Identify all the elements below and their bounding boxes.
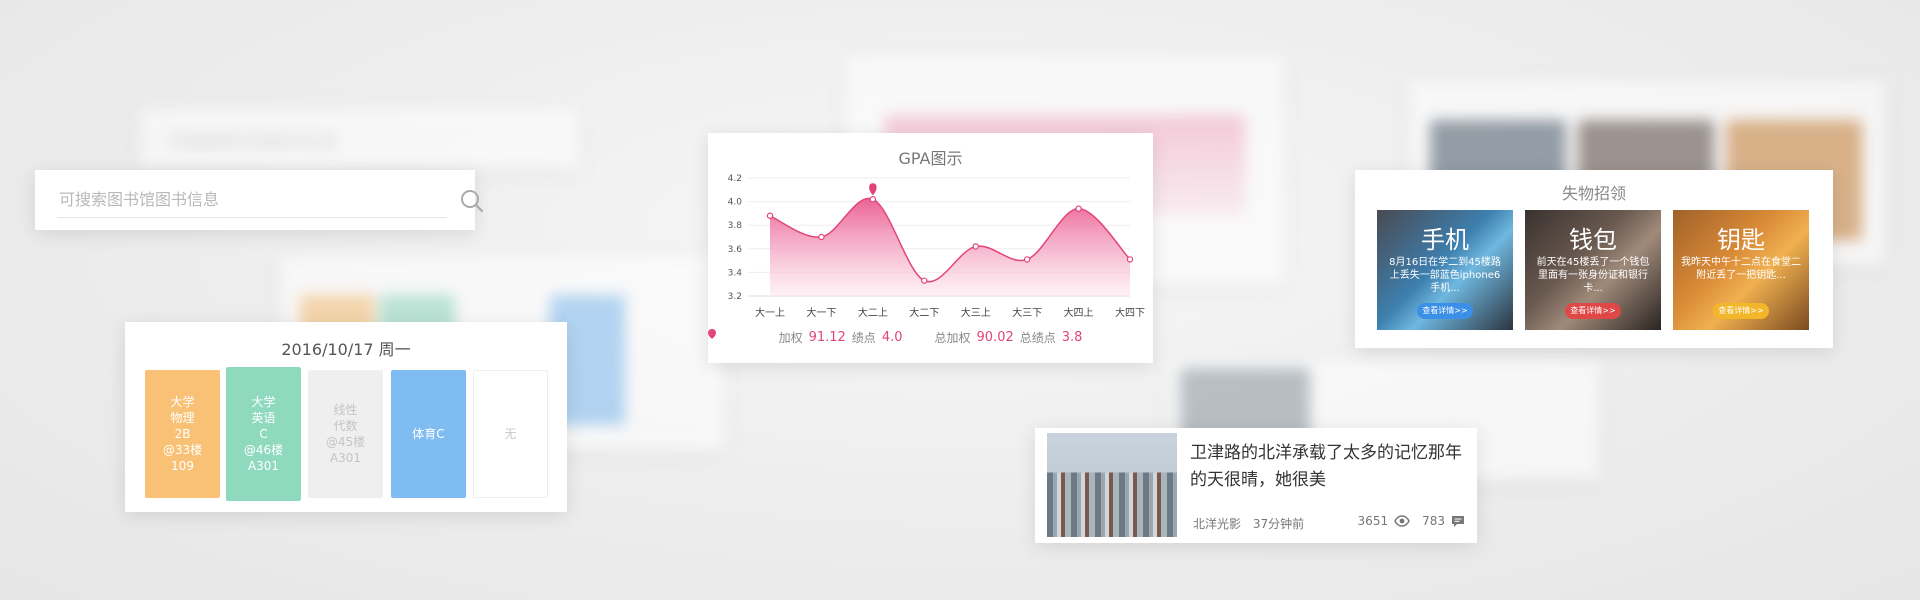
legend-value: 3.8 [1061, 330, 1083, 345]
data-point [1126, 256, 1134, 263]
news-card[interactable]: 卫津路的北洋承载了太多的记忆那年的天很晴，她很美 北洋光影 37分钟前 3651… [1035, 428, 1477, 543]
lost-item-name: 手机 [1421, 226, 1469, 254]
lost-item-card[interactable]: 手机 8月16日在学二到45楼路上丢失一部蓝色iphone6手机... 查看详情… [1377, 210, 1513, 330]
course-block-empty[interactable]: 无 [473, 370, 548, 498]
x-tick-label: 大一上 [755, 306, 785, 319]
gpa-chart-card: GPA图示 4.2 4.0 3.8 3.6 3.4 3.2 大一上 大一下 大二上 大二下 大三上 大… [708, 133, 1153, 363]
legend-value: 90.02 [976, 330, 1014, 345]
lost-item-name: 钥匙 [1717, 226, 1765, 254]
lost-item-card[interactable]: 钱包 前天在45楼丢了一个钱包里面有一张身份证和银行卡... 查看详情>> [1525, 210, 1661, 330]
legend-value: 91.12 [808, 330, 846, 345]
course-block[interactable]: 体育C [391, 370, 466, 498]
series-area [770, 198, 1130, 296]
legend-label: 绩点 [851, 331, 876, 345]
news-meta: 北洋光影 37分钟前 [1193, 515, 1312, 532]
legend-weighted: 加权 91.12 绩点 4.0 [708, 329, 903, 346]
data-point [766, 212, 774, 219]
x-tick-label: 大一下 [806, 306, 836, 319]
x-tick-label: 大三下 [1012, 306, 1042, 319]
news-stats: 3651 783 [1358, 514, 1465, 528]
comment-icon [1452, 515, 1464, 527]
view-details-button[interactable]: 查看详情>> [1565, 303, 1621, 319]
gpa-legend: 加权 91.12 绩点 4.0 总加权 90.02 总绩点 3.8 [708, 329, 1153, 346]
legend-label: 总绩点 [1019, 331, 1056, 345]
y-tick-label: 3.2 [728, 292, 742, 302]
data-point [972, 243, 979, 250]
legend-label: 总加权 [934, 331, 971, 345]
highlight-pin-icon [869, 183, 877, 196]
lost-title: 失物招领 [1561, 184, 1626, 203]
library-search-input[interactable] [57, 182, 447, 218]
legend-label: 加权 [778, 331, 803, 345]
search-icon[interactable] [459, 188, 485, 214]
comment-count: 783 [1422, 514, 1445, 528]
lost-item-desc: 前天在45楼丢了一个钱包里面有一张身份证和银行卡... [1536, 257, 1650, 294]
y-tick-label: 4.0 [728, 198, 743, 208]
dot-icon [708, 330, 716, 338]
background-search-card: 可搜索图书馆图书信息 [140, 108, 580, 168]
course-block[interactable]: 大学 英语 C @46楼 A301 [226, 367, 301, 501]
chart-title: GPA图示 [898, 149, 963, 168]
y-tick-label: 4.2 [728, 174, 742, 184]
schedule-date: 2016/10/17 周一 [281, 340, 411, 359]
x-tick-label: 大三上 [961, 306, 991, 319]
course-schedule-card: 2016/10/17 周一 大学 物理 2B @33楼 109 大学 英语 C … [125, 322, 567, 512]
course-block[interactable]: 线性 代数 @45楼 A301 [308, 370, 383, 498]
news-photo[interactable] [1047, 433, 1177, 537]
background-search-placeholder: 可搜索图书馆图书信息 [168, 133, 338, 153]
news-source: 北洋光影 [1193, 517, 1242, 531]
data-point [818, 233, 825, 241]
lost-and-found-card: 失物招领 手机 8月16日在学二到45楼路上丢失一部蓝色iphone6手机...… [1355, 170, 1833, 348]
view-details-button[interactable]: 查看详情>> [1417, 303, 1473, 319]
lost-item-name: 钱包 [1569, 226, 1617, 254]
news-time: 37分钟前 [1252, 517, 1305, 531]
series-line [769, 197, 1131, 283]
view-details-button[interactable]: 查看详情>> [1713, 303, 1769, 319]
lost-item-desc: 8月16日在学二到45楼路上丢失一部蓝色iphone6手机... [1389, 257, 1501, 294]
y-tick-label: 3.4 [728, 268, 743, 278]
view-count: 3651 [1357, 514, 1389, 528]
x-tick-label: 大四下 [1115, 306, 1145, 319]
data-point [869, 196, 877, 203]
library-search-card [35, 170, 484, 230]
data-point [1023, 256, 1031, 263]
news-headline[interactable]: 卫津路的北洋承载了太多的记忆那年的天很晴，她很美 [1190, 443, 1462, 490]
lost-item-card[interactable]: 钥匙 我昨天中午十二点在食堂二附近丢了一把钥匙... 查看详情>> [1673, 210, 1809, 330]
data-point [1075, 205, 1082, 212]
x-tick-label: 大四上 [1064, 306, 1094, 319]
x-tick-label: 大二上 [858, 306, 888, 319]
course-block[interactable]: 大学 物理 2B @33楼 109 [145, 370, 220, 498]
y-tick-label: 3.8 [728, 221, 743, 231]
gpa-chart: 4.2 4.0 3.8 3.6 3.4 3.2 大一上 大一下 大二上 大二下 大三上 大三下 大四上 大… [728, 174, 1145, 319]
eye-icon [1394, 515, 1410, 527]
legend-total: 总加权 90.02 总绩点 3.8 [708, 329, 1083, 346]
data-point [921, 277, 928, 284]
y-tick-label: 3.6 [728, 245, 743, 255]
x-tick-label: 大二下 [909, 306, 939, 319]
legend-value: 4.0 [881, 330, 903, 345]
lost-item-desc: 我昨天中午十二点在食堂二附近丢了一把钥匙... [1681, 257, 1801, 281]
